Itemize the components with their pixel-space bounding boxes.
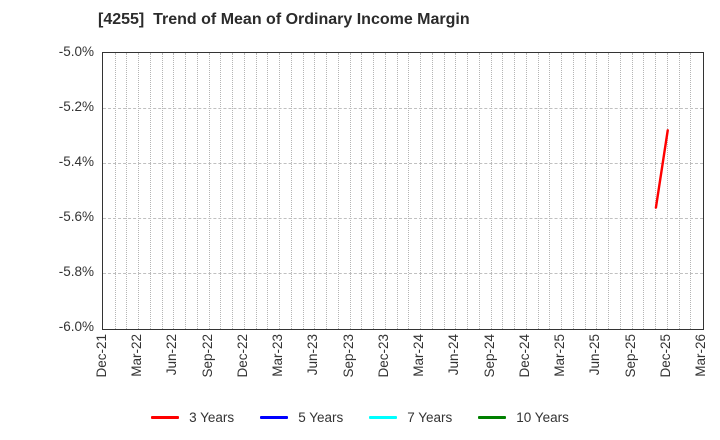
x-tick-label: Dec-25	[657, 334, 673, 378]
gridline-vertical	[549, 53, 551, 329]
x-tick-label: Jun-23	[305, 334, 321, 376]
gridline-horizontal	[103, 273, 703, 274]
gridline-vertical	[561, 53, 563, 329]
y-tick-label: -5.6%	[58, 209, 94, 224]
y-tick-label: -5.4%	[58, 154, 94, 169]
legend-item-5-years: 5 Years	[260, 410, 343, 425]
gridline-vertical	[690, 53, 692, 329]
x-tick-label: Dec-24	[516, 334, 532, 378]
gridline-vertical	[655, 53, 657, 329]
gridline-vertical	[185, 53, 187, 329]
gridline-vertical	[138, 53, 140, 329]
gridline-vertical	[514, 53, 516, 329]
gridline-vertical	[161, 53, 163, 329]
x-tick-label: Dec-21	[94, 334, 109, 378]
gridline-vertical	[243, 53, 245, 329]
gridline-vertical	[114, 53, 116, 329]
gridline-vertical	[173, 53, 175, 329]
gridline-vertical	[349, 53, 351, 329]
x-tick-label: Mar-25	[552, 334, 568, 377]
gridline-vertical	[490, 53, 492, 329]
legend-line-swatch	[151, 415, 180, 419]
chart-title: [4255] Trend of Mean of Ordinary Income …	[98, 11, 470, 28]
gridline-vertical	[337, 53, 339, 329]
gridline-vertical	[502, 53, 504, 329]
gridline-vertical	[619, 53, 621, 329]
y-tick-label: -5.2%	[58, 99, 94, 114]
gridline-vertical	[596, 53, 598, 329]
gridline-vertical	[525, 53, 527, 329]
gridline-vertical	[126, 53, 128, 329]
gridline-vertical	[408, 53, 410, 329]
gridline-vertical	[279, 53, 281, 329]
series-line-3-years	[654, 129, 669, 209]
gridline-vertical	[196, 53, 198, 329]
gridline-vertical	[467, 53, 469, 329]
gridline-vertical	[537, 53, 539, 329]
gridline-vertical	[431, 53, 433, 329]
gridline-vertical	[302, 53, 304, 329]
legend: 3 Years 5 Years 7 Years 10 Years	[0, 404, 720, 430]
legend-item-7-years: 7 Years	[369, 410, 452, 425]
gridline-vertical	[678, 53, 680, 329]
gridline-horizontal	[103, 163, 703, 164]
gridline-vertical	[631, 53, 633, 329]
gridline-vertical	[267, 53, 269, 329]
gridline-vertical	[584, 53, 586, 329]
gridline-horizontal	[103, 108, 703, 109]
gridline-vertical	[455, 53, 457, 329]
series-layer	[654, 129, 669, 209]
gridline-vertical	[608, 53, 610, 329]
x-tick-label: Sep-25	[622, 334, 638, 378]
gridline-vertical	[361, 53, 363, 329]
legend-item-3-years: 3 Years	[151, 410, 234, 425]
x-tick-label: Sep-24	[481, 334, 497, 378]
legend-label: 3 Years	[189, 409, 235, 425]
legend-line-swatch	[260, 415, 289, 419]
gridline-horizontal	[103, 218, 703, 219]
x-tick-label: Jun-24	[446, 334, 462, 376]
gridline-vertical	[149, 53, 151, 329]
y-tick-label: -5.8%	[58, 264, 94, 279]
gridline-vertical	[232, 53, 234, 329]
gridline-vertical	[443, 53, 445, 329]
gridline-vertical	[255, 53, 257, 329]
gridline-vertical	[478, 53, 480, 329]
gridline-vertical	[384, 53, 386, 329]
x-tick-label: Mar-26	[693, 334, 708, 377]
x-tick-label: Jun-25	[587, 334, 603, 376]
gridline-vertical	[290, 53, 292, 329]
gridline-vertical	[220, 53, 222, 329]
legend-line-swatch	[478, 415, 507, 419]
x-tick-label: Sep-23	[340, 334, 356, 378]
x-tick-label: Dec-23	[375, 334, 391, 378]
y-tick-label: -6.0%	[58, 319, 94, 334]
gridline-vertical	[420, 53, 422, 329]
gridline-vertical	[643, 53, 645, 329]
legend-label: 5 Years	[298, 409, 344, 425]
x-tick-label: Mar-24	[411, 334, 427, 377]
plot-area	[102, 52, 704, 330]
gridline-vertical	[396, 53, 398, 329]
x-tick-label: Mar-23	[270, 334, 286, 377]
gridline-vertical	[373, 53, 375, 329]
x-tick-label: Jun-22	[164, 334, 180, 376]
gridline-vertical	[208, 53, 210, 329]
x-tick-label: Dec-22	[234, 334, 250, 378]
x-tick-label: Mar-22	[129, 334, 145, 377]
gridline-vertical	[326, 53, 328, 329]
y-tick-label: -5.0%	[58, 44, 94, 59]
legend-line-swatch	[369, 415, 398, 419]
legend-item-10-years: 10 Years	[478, 410, 569, 425]
legend-label: 10 Years	[516, 409, 569, 425]
gridline-vertical	[314, 53, 316, 329]
gridline-vertical	[666, 53, 668, 329]
gridline-vertical	[572, 53, 574, 329]
legend-label: 7 Years	[407, 409, 453, 425]
x-tick-label: Sep-22	[199, 334, 215, 378]
